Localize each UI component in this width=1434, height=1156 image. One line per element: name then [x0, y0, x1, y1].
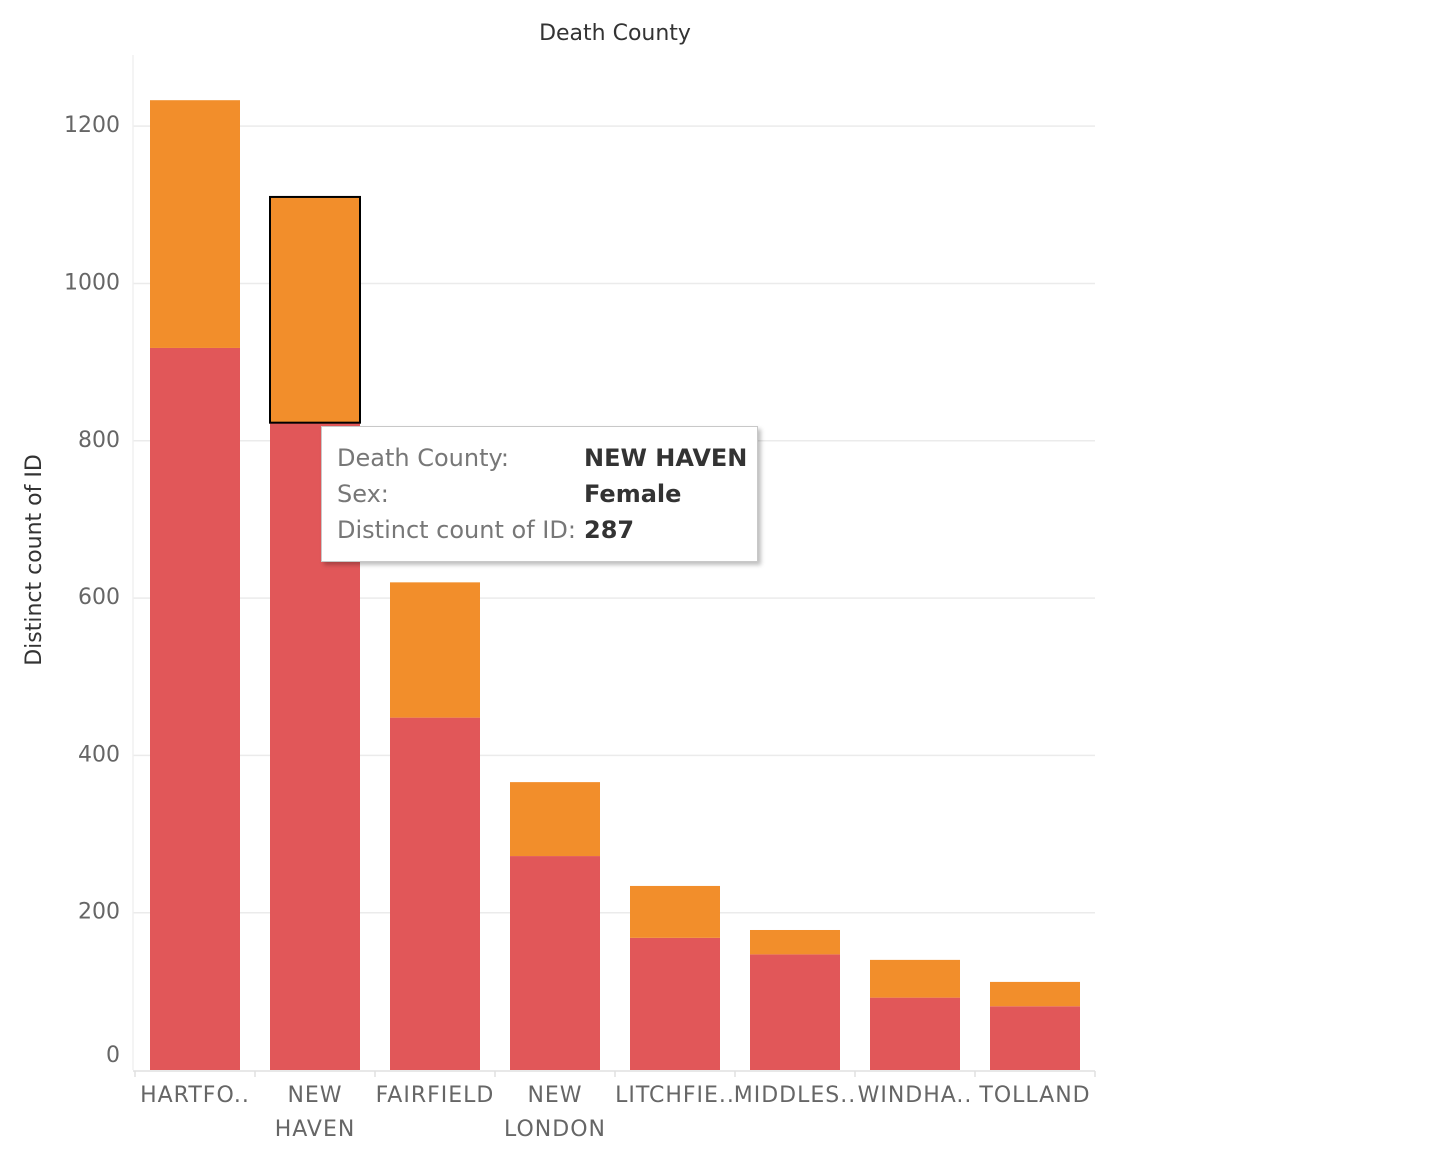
- tooltip-value: Female: [584, 480, 682, 508]
- bar-segment: [870, 959, 960, 998]
- y-tick-label: 0: [106, 1043, 120, 1068]
- x-tick-label: MIDDLES..: [734, 1083, 856, 1108]
- tooltip-label: Death County:: [337, 444, 510, 472]
- x-tick-label: FAIRFIELD: [376, 1083, 495, 1108]
- tooltip-value: NEW HAVEN: [584, 444, 748, 472]
- x-tick-label-line: NEW: [287, 1083, 342, 1108]
- x-tick-label-line: HAVEN: [275, 1117, 356, 1142]
- bar-segment: [150, 100, 240, 348]
- x-tick-label: HARTFO..: [140, 1083, 250, 1108]
- bar-segment: [750, 929, 840, 955]
- bar-segment: [269, 195, 361, 424]
- bar-segment: [510, 782, 600, 857]
- x-tick-label: LITCHFIE..: [615, 1083, 735, 1108]
- y-tick-label: 1000: [64, 270, 120, 295]
- bar-segment: [990, 981, 1080, 1007]
- tooltip: Death County: NEW HAVEN Sex: Female Distinct…: [321, 426, 758, 562]
- x-tick-label: WINDHA..: [858, 1083, 973, 1108]
- x-tick-label-line: NEW: [527, 1083, 582, 1108]
- bar-segment: [150, 347, 240, 1070]
- bar-segment: [870, 997, 960, 1070]
- y-tick-label: 200: [78, 900, 120, 925]
- x-tick-label: NEW HAVEN: [275, 1083, 356, 1142]
- bar-segment: [750, 954, 840, 1070]
- bar-segment: [630, 885, 720, 938]
- bar-segment: [630, 937, 720, 1070]
- bar-segment: [510, 856, 600, 1070]
- tooltip-label: Sex:: [337, 480, 389, 508]
- tooltip-label: Distinct count of ID:: [337, 516, 576, 544]
- y-tick-label: 400: [78, 742, 120, 767]
- bar-segment: [990, 1006, 1080, 1070]
- y-tick-label: 800: [78, 428, 120, 453]
- tooltip-value: 287: [584, 516, 635, 544]
- chart-title: Death County: [539, 21, 691, 46]
- bar-segment: [390, 717, 480, 1070]
- y-axis-label: Distinct count of ID: [22, 454, 47, 666]
- y-tick-label: 600: [78, 585, 120, 610]
- y-tick-label: 1200: [64, 113, 120, 138]
- x-tick-label-line: LONDON: [504, 1117, 606, 1142]
- x-tick-label: TOLLAND: [978, 1083, 1090, 1108]
- x-tick-label: NEW LONDON: [504, 1083, 606, 1142]
- bar-segment: [390, 582, 480, 718]
